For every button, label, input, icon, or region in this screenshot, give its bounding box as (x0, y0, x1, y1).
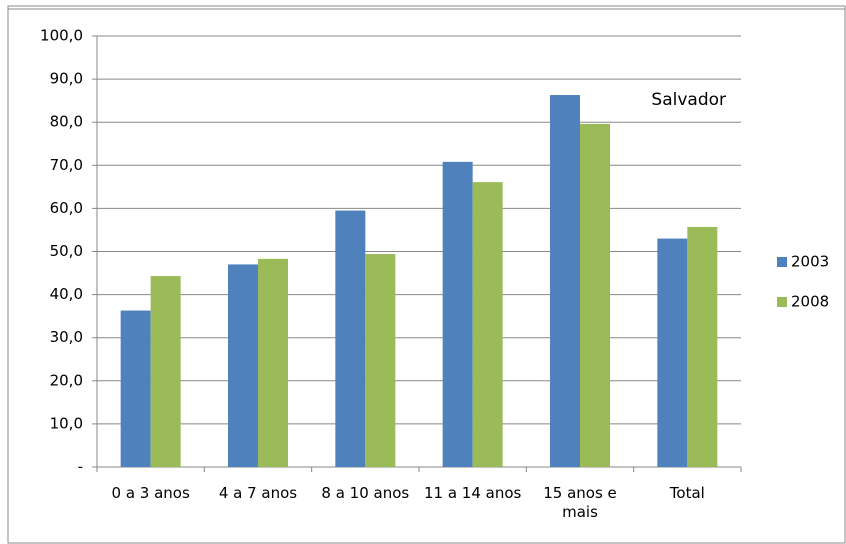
legend-label: 2003 (791, 253, 829, 271)
bar (150, 276, 181, 467)
bar (550, 95, 580, 467)
bar (258, 258, 288, 467)
x-tick-label: Total (669, 484, 705, 502)
bar (687, 226, 718, 467)
x-tick-label: 8 a 10 anos (321, 484, 410, 502)
x-tick-label: 15 anos e mais (543, 484, 617, 521)
y-tick-label: 20,0 (50, 371, 83, 389)
y-tick-label: 100,0 (40, 27, 83, 45)
legend-swatch (777, 257, 787, 267)
bar (472, 182, 503, 467)
y-tick-label: 70,0 (50, 156, 83, 174)
frame (7, 5, 846, 544)
y-tick-label: 40,0 (50, 285, 83, 303)
bar (120, 310, 151, 467)
legend-swatch (777, 297, 787, 307)
annotation: Salvador (651, 90, 726, 110)
y-tick-label: 50,0 (50, 242, 83, 260)
bar (657, 238, 688, 467)
bar (580, 123, 610, 467)
y-tick-label: 10,0 (50, 414, 83, 432)
x-tick-label: 11 a 14 anos (423, 484, 522, 502)
y-tick-label: 80,0 (50, 113, 83, 131)
legend-label: 2008 (791, 293, 829, 311)
x-tick-label: 4 a 7 anos (218, 484, 298, 502)
y-tick-label: 60,0 (50, 199, 83, 217)
x-tick-label: 0 a 3 anos (111, 484, 190, 502)
bar (442, 161, 473, 468)
bar (335, 210, 366, 467)
y-tick-label: - (78, 458, 83, 476)
y-tick-label: 30,0 (50, 328, 83, 346)
bar (228, 264, 258, 467)
bar (365, 254, 396, 467)
y-tick-label: 90,0 (50, 70, 83, 88)
